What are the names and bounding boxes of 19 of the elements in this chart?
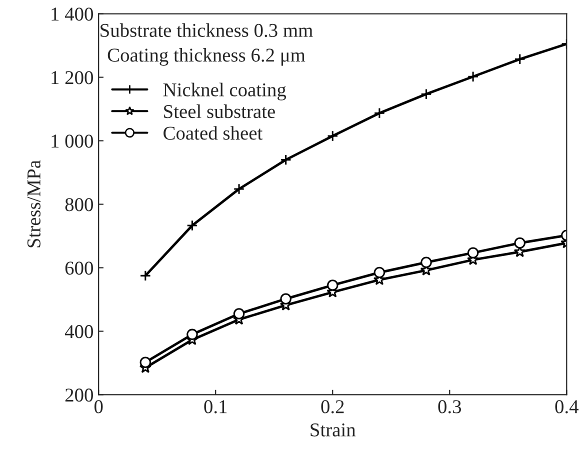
legend-label: Steel substrate xyxy=(164,104,275,118)
y-tick-label: 400 xyxy=(64,325,93,338)
y-tick-label: 800 xyxy=(65,198,93,212)
legend-label: Nicknel coating xyxy=(163,82,286,100)
legend-label: Coated sheet xyxy=(164,126,263,140)
y-tick-label: 1 200 xyxy=(52,71,93,84)
x-axis-title: Strain xyxy=(310,423,356,436)
y-tick-label: 200 xyxy=(65,388,93,402)
x-tick-label: 0.1 xyxy=(204,400,227,414)
x-tick-label: 0.4 xyxy=(555,400,579,414)
x-tick-label: 0 xyxy=(94,400,103,414)
annotation: Coating thickness 6.2 μm xyxy=(108,48,306,66)
y-tick-label: 1 000 xyxy=(52,134,93,148)
y-tick-label: 1 400 xyxy=(52,8,93,21)
annotation: Substrate thickness 0.3 mm xyxy=(100,23,313,38)
y-tick-label: 600 xyxy=(65,262,93,275)
x-tick-label: 0.2 xyxy=(321,400,344,414)
x-tick-label: 0.3 xyxy=(438,400,462,414)
y-axis-title: Stress/MPa xyxy=(27,160,40,248)
